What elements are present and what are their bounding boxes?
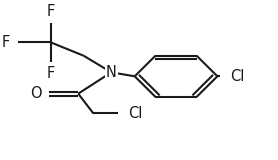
Text: F: F xyxy=(2,35,10,50)
Text: Cl: Cl xyxy=(128,106,143,121)
Text: O: O xyxy=(30,86,42,101)
Text: F: F xyxy=(46,4,55,19)
Text: N: N xyxy=(106,65,117,80)
Text: Cl: Cl xyxy=(230,69,244,84)
Text: F: F xyxy=(46,66,55,81)
